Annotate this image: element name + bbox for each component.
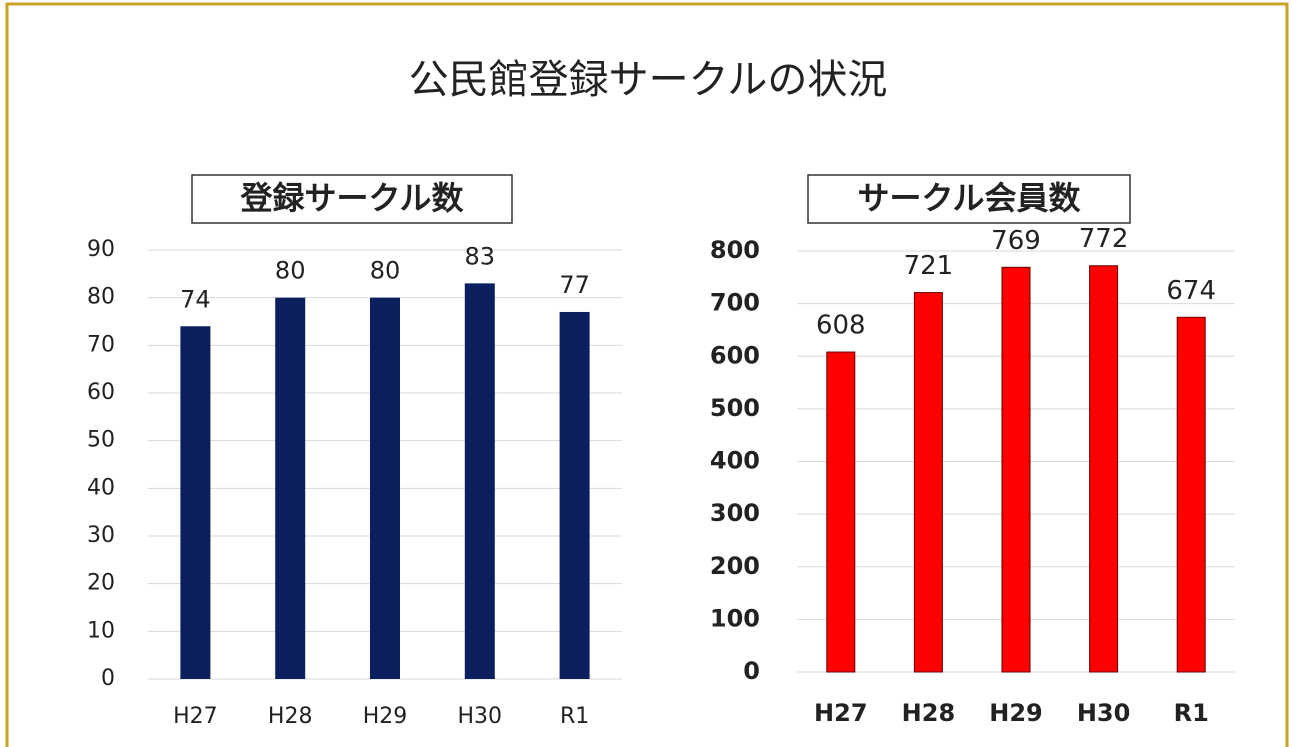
y-tick-label: 200 — [710, 552, 760, 580]
y-tick-label: 50 — [87, 428, 115, 453]
data-label: 80 — [275, 257, 306, 285]
data-label: 608 — [816, 311, 866, 341]
data-label: 772 — [1079, 224, 1129, 254]
y-tick-label: 700 — [710, 289, 760, 317]
data-label: 769 — [991, 226, 1041, 256]
y-tick-label: 0 — [101, 666, 115, 691]
y-tick-label: 300 — [710, 499, 760, 527]
main-title: 公民館登録サークルの状況 — [409, 57, 888, 103]
x-tick-label: H28 — [902, 699, 955, 727]
y-tick-label: 600 — [710, 341, 760, 369]
y-tick-label: 100 — [710, 604, 760, 632]
y-tick-label: 80 — [87, 285, 115, 310]
chart-title: 登録サークル数 — [239, 179, 464, 217]
x-tick-label: H28 — [268, 704, 313, 729]
bar — [1089, 265, 1119, 673]
bar — [1001, 266, 1031, 673]
y-tick-label: 20 — [87, 571, 115, 596]
y-tick-label: 400 — [710, 447, 760, 475]
bar — [180, 326, 211, 679]
x-tick-label: H27 — [173, 704, 218, 729]
x-tick-label: H27 — [814, 699, 867, 727]
x-tick-label: H29 — [989, 699, 1042, 727]
x-tick-label: H29 — [363, 704, 408, 729]
data-label: 77 — [559, 271, 590, 299]
data-label: 83 — [465, 242, 496, 270]
x-tick-label: R1 — [560, 704, 589, 729]
y-tick-label: 90 — [87, 237, 115, 262]
y-tick-label: 70 — [87, 332, 115, 357]
data-label: 721 — [904, 251, 954, 281]
y-tick-label: 10 — [87, 618, 115, 643]
chart-title: サークル会員数 — [857, 179, 1081, 217]
bar — [826, 351, 856, 673]
subtitle-box — [191, 174, 513, 224]
bar — [464, 283, 495, 679]
y-tick-label: 30 — [87, 523, 115, 548]
data-label: 674 — [1166, 276, 1216, 306]
bar — [1176, 316, 1206, 673]
data-label: 74 — [180, 285, 211, 313]
y-tick-label: 800 — [710, 236, 760, 264]
y-tick-label: 60 — [87, 380, 115, 405]
y-tick-label: 0 — [743, 657, 760, 685]
x-tick-label: H30 — [458, 704, 503, 729]
bar — [370, 297, 400, 679]
subtitle-box — [807, 174, 1131, 224]
bar — [913, 292, 943, 673]
y-tick-label: 40 — [87, 475, 115, 500]
bar — [275, 297, 306, 679]
x-tick-label: H30 — [1077, 699, 1130, 727]
x-tick-label: R1 — [1174, 699, 1209, 727]
bar — [559, 311, 590, 679]
data-label: 80 — [370, 257, 401, 285]
frame-border — [5, 2, 1289, 747]
y-tick-label: 500 — [710, 394, 760, 422]
